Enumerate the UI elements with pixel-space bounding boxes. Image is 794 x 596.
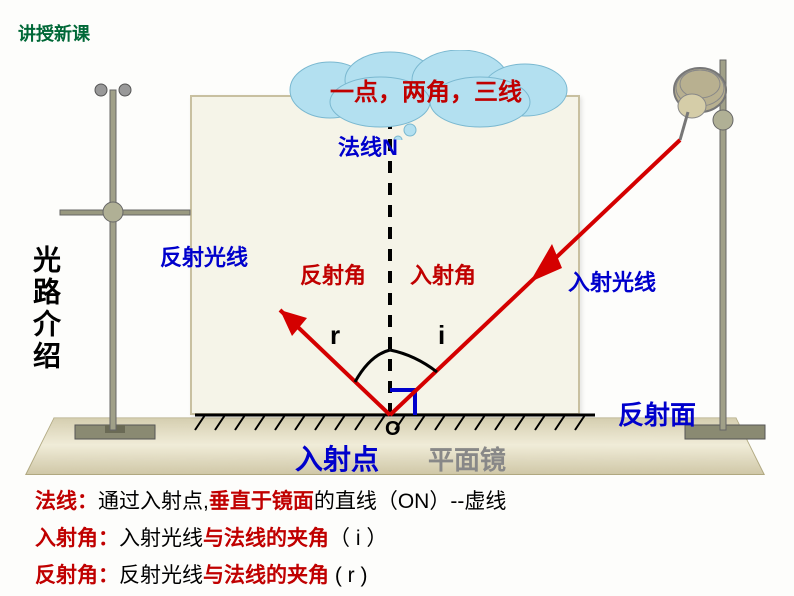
- label-r: r: [330, 320, 340, 351]
- def2-a: 入射角：: [35, 527, 119, 550]
- def2-c: 与法线的夹角: [203, 527, 329, 550]
- header-title: 讲授新课: [18, 20, 90, 46]
- label-reflected-ray: 反射光线: [160, 240, 248, 272]
- label-reflect-surface: 反射面: [618, 395, 696, 432]
- label-reflect-angle: 反射角: [300, 258, 366, 290]
- label-mirror: 平面镜: [428, 440, 506, 477]
- def1-a: 法线：: [35, 490, 98, 513]
- cloud-text: 一点，两角，三线: [330, 72, 522, 107]
- label-incident-ray: 入射光线: [568, 265, 656, 297]
- label-normal-n: 法线N: [338, 130, 398, 162]
- def2-b: 入射光线: [119, 527, 203, 550]
- def1-c: 垂直于镜面: [209, 490, 314, 513]
- definitions-block: 法线：通过入射点,垂直于镜面的直线（ON）--虚线 入射角：入射光线与法线的夹角…: [35, 484, 506, 594]
- right-stand: [674, 60, 765, 439]
- def3-b: 反射光线: [119, 564, 203, 587]
- label-incident-angle: 入射角: [410, 258, 476, 290]
- side-title: 光路介绍: [25, 245, 65, 373]
- def3-a: 反射角：: [35, 564, 119, 587]
- label-o: O: [385, 418, 401, 441]
- def3-c: 与法线的夹角: [203, 564, 329, 587]
- def-line-3: 反射角：反射光线与法线的夹角 ( r ): [35, 558, 506, 595]
- def2-d: （ i ）: [329, 527, 387, 550]
- def-line-1: 法线：通过入射点,垂直于镜面的直线（ON）--虚线: [35, 484, 506, 521]
- def1-d: 的直线（ON）--虚线: [314, 490, 507, 513]
- def1-b: 通过入射点,: [98, 490, 209, 513]
- label-incident-point: 入射点: [295, 438, 379, 478]
- def3-d: ( r ): [329, 564, 367, 587]
- cloud-callout: 一点，两角，三线: [280, 50, 580, 120]
- label-i: i: [438, 320, 445, 351]
- def-line-2: 入射角：入射光线与法线的夹角（ i ）: [35, 521, 506, 558]
